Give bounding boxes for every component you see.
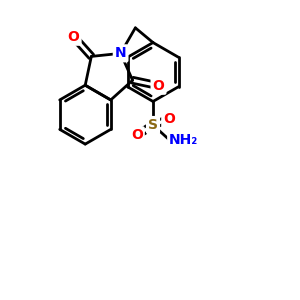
Text: O: O <box>153 79 164 93</box>
Text: NH₂: NH₂ <box>169 133 199 147</box>
Text: N: N <box>115 46 126 60</box>
Text: O: O <box>68 30 80 44</box>
Text: O: O <box>131 128 143 142</box>
Text: S: S <box>148 118 158 132</box>
Text: O: O <box>163 112 175 126</box>
